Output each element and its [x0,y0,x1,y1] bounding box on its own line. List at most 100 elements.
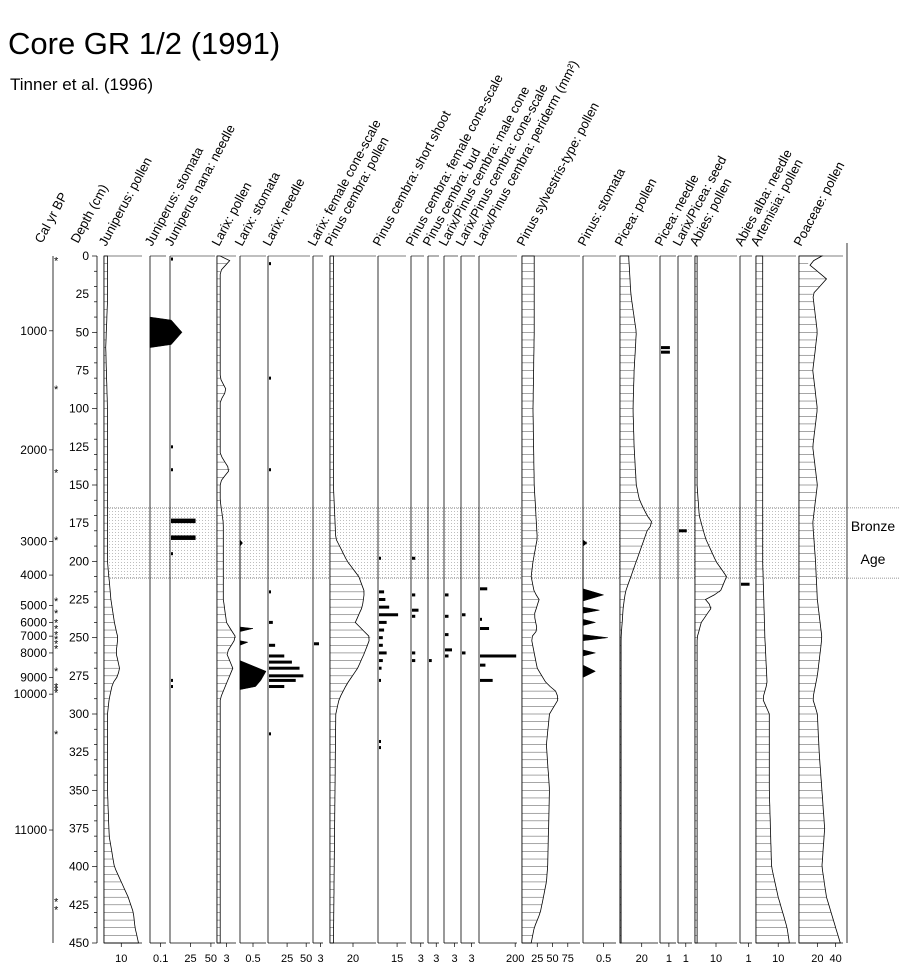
macrofossil-bar [171,535,196,539]
taxon-scale-label: 50 [205,953,217,965]
macrofossil-bar [171,330,173,334]
pollen-curve [521,255,559,944]
depth-tick-label: 175 [69,516,89,530]
macrofossil-bar [269,590,271,594]
taxon-scale-label: 75 [562,953,574,965]
pollen-curve [798,255,841,944]
taxon-scale-label: 10 [115,953,127,965]
taxon-scale-label: 20 [811,953,823,965]
taxon-scale-label: 50 [300,953,312,965]
macrofossil-bar [429,659,432,663]
zone-label: Bronze [851,518,896,534]
taxon-scale-label: 25 [531,953,543,965]
taxon-scale-label: 50 [546,953,558,965]
macrofossil-bar [379,666,382,670]
macrofossil-bar [379,620,387,624]
radiocarbon-date-marker: * [54,685,59,697]
depth-tick-label: 450 [69,936,89,950]
radiocarbon-date-marker: * [54,468,59,480]
macrofossil-bar [171,445,173,449]
macrofossil-bar [269,654,285,658]
macrofossil-bar [269,685,285,689]
depth-tick-label: 75 [76,364,90,378]
macrofossil-bar [379,598,386,601]
taxon-scale-label: 40 [830,953,842,965]
age-tick-label: 2000 [20,443,47,457]
age-axis-title: Cal yr BP [31,190,70,246]
age-tick-label: 8000 [20,646,47,660]
macrofossil-bar [445,614,449,618]
macrofossil-bar [379,636,383,640]
macrofossil-bar [379,590,385,594]
macrofossil-bar [171,520,196,524]
macrofossil-bar [379,739,381,743]
radiocarbon-date-marker: * [54,535,59,547]
macrofossil-bar [480,663,486,667]
macrofossil-bar [171,518,196,522]
macrofossil-bar [269,666,300,670]
macrofossil-bar [269,376,271,380]
taxon-scale-label: 3 [223,953,229,965]
taxon-scale-label: 15 [391,953,403,965]
macrofossil-bar [412,614,416,618]
macrofossil-bar [480,627,490,631]
macrofossil-bar [480,678,493,682]
macrofossil-bar [269,643,276,647]
radiocarbon-date-marker: * [54,617,59,629]
macrofossil-bar [379,556,381,560]
zone-bronze-age-shading [104,507,847,579]
depth-tick-label: 300 [69,707,89,721]
radiocarbon-date-marker: * [54,666,59,678]
radiocarbon-date-marker: * [54,608,59,620]
taxon-scale-label: 3 [433,953,439,965]
macrofossil-bar [269,262,271,266]
pollen-curve [755,255,790,944]
macrofossil-bar [412,593,416,597]
radiocarbon-date-marker: * [54,623,59,635]
macrofossil-bar [269,468,271,472]
macrofossil-bar [379,651,387,655]
macrofossil-bar [379,659,383,663]
taxon-scale-label: 25 [281,953,293,965]
macrofossil-bar [412,608,419,612]
radiocarbon-date-marker: * [54,681,59,693]
macrofossil-bar [379,605,390,609]
stomata-shape [239,539,267,690]
taxon-scale-label: 20 [636,953,648,965]
macrofossil-bar [480,587,488,591]
macrofossil-bar [269,660,292,664]
taxon-scale-label: 0.5 [245,953,260,965]
depth-tick-label: 425 [69,898,89,912]
macrofossil-bar [412,556,416,560]
macrofossil-bar [269,678,296,682]
taxon-scale-label: 20 [347,953,359,965]
age-tick-label: 11000 [15,823,48,837]
taxon-scale-label: 1 [683,953,689,965]
radiocarbon-date-marker: * [54,596,59,608]
depth-tick-label: 150 [69,478,89,492]
macrofossil-bar [379,746,381,750]
depth-tick-label: 25 [76,287,90,301]
taxon-scale-label: 10 [772,953,784,965]
stomata-shape [149,316,183,348]
taxon-scale-label: 1 [746,953,752,965]
taxon-scale-label: 3 [451,953,457,965]
radiocarbon-date-marker: * [54,256,59,268]
radiocarbon-date-marker: * [54,384,59,396]
macrofossil-bar [741,582,750,586]
macrofossil-bar [462,613,466,617]
macrofossil-bar [171,257,173,261]
taxon-scale-label: 1 [666,953,672,965]
taxon-scale-label: 0.1 [153,953,168,965]
macrofossil-bar [445,654,449,658]
taxon-scale-label: 3 [317,953,323,965]
macrofossil-bar [171,552,173,556]
radiocarbon-date-marker: * [54,729,59,741]
chart-title: Core GR 1/2 (1991) [8,26,281,61]
depth-tick-label: 350 [69,783,89,797]
age-tick-label: 1000 [20,324,47,338]
macrofossil-bar [445,593,449,597]
macrofossil-bar [412,651,416,655]
pollen-curve [619,255,652,944]
